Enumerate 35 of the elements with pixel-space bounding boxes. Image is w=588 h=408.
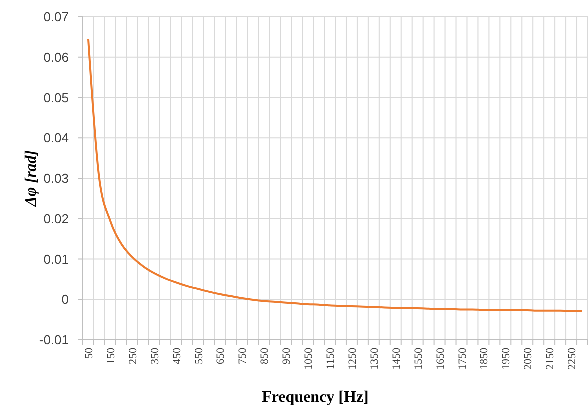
x-tick-label: 650 <box>215 348 228 364</box>
y-tick-label: 0 <box>62 292 69 308</box>
y-tick-label: -0.01 <box>39 332 69 348</box>
x-tick-label: 1850 <box>478 348 491 370</box>
x-tick-label: 1150 <box>325 348 338 370</box>
x-tick-label: 1550 <box>412 348 425 370</box>
x-tick-label: 850 <box>259 348 272 364</box>
x-tick-label: 50 <box>83 348 96 359</box>
y-tick-label: 0.04 <box>44 130 69 146</box>
x-tick-label: 2050 <box>522 348 535 370</box>
x-tick-label: 1350 <box>368 348 381 370</box>
x-axis-title: Frequency [Hz] <box>262 389 369 406</box>
line-series <box>87 38 584 312</box>
x-tick-label: 1250 <box>346 348 359 370</box>
x-tick-label: 550 <box>193 348 206 364</box>
x-tick-label: 2150 <box>544 348 557 370</box>
y-tick-label: 0.02 <box>44 211 69 226</box>
x-tick-label: 150 <box>105 348 118 364</box>
x-tick-label: 1750 <box>456 348 469 370</box>
y-tick-label: 0.01 <box>44 252 69 267</box>
y-tick-label: 0.05 <box>44 90 69 106</box>
x-tick-label: 1950 <box>500 348 513 370</box>
x-tick-label: 250 <box>127 348 140 364</box>
y-tick-label: 0.06 <box>44 50 69 65</box>
y-tick-label: 0.07 <box>44 10 69 25</box>
x-tick-label: 1050 <box>303 348 316 370</box>
x-tick-label: 350 <box>149 348 162 364</box>
x-tick-label: 950 <box>281 348 294 364</box>
x-tick-label: 1450 <box>390 348 403 370</box>
x-tick-label: 2250 <box>566 348 579 370</box>
y-tick-label: 0.03 <box>44 171 69 186</box>
y-axis-title: Δφ [rad] <box>23 150 40 208</box>
x-tick-label: 1650 <box>434 348 447 370</box>
x-tick-label: 750 <box>237 348 250 364</box>
x-tick-label: 450 <box>171 348 184 364</box>
